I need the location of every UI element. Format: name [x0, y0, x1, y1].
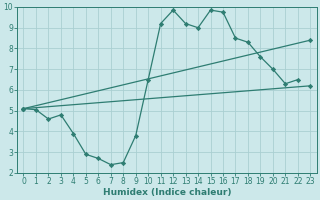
- X-axis label: Humidex (Indice chaleur): Humidex (Indice chaleur): [103, 188, 231, 197]
